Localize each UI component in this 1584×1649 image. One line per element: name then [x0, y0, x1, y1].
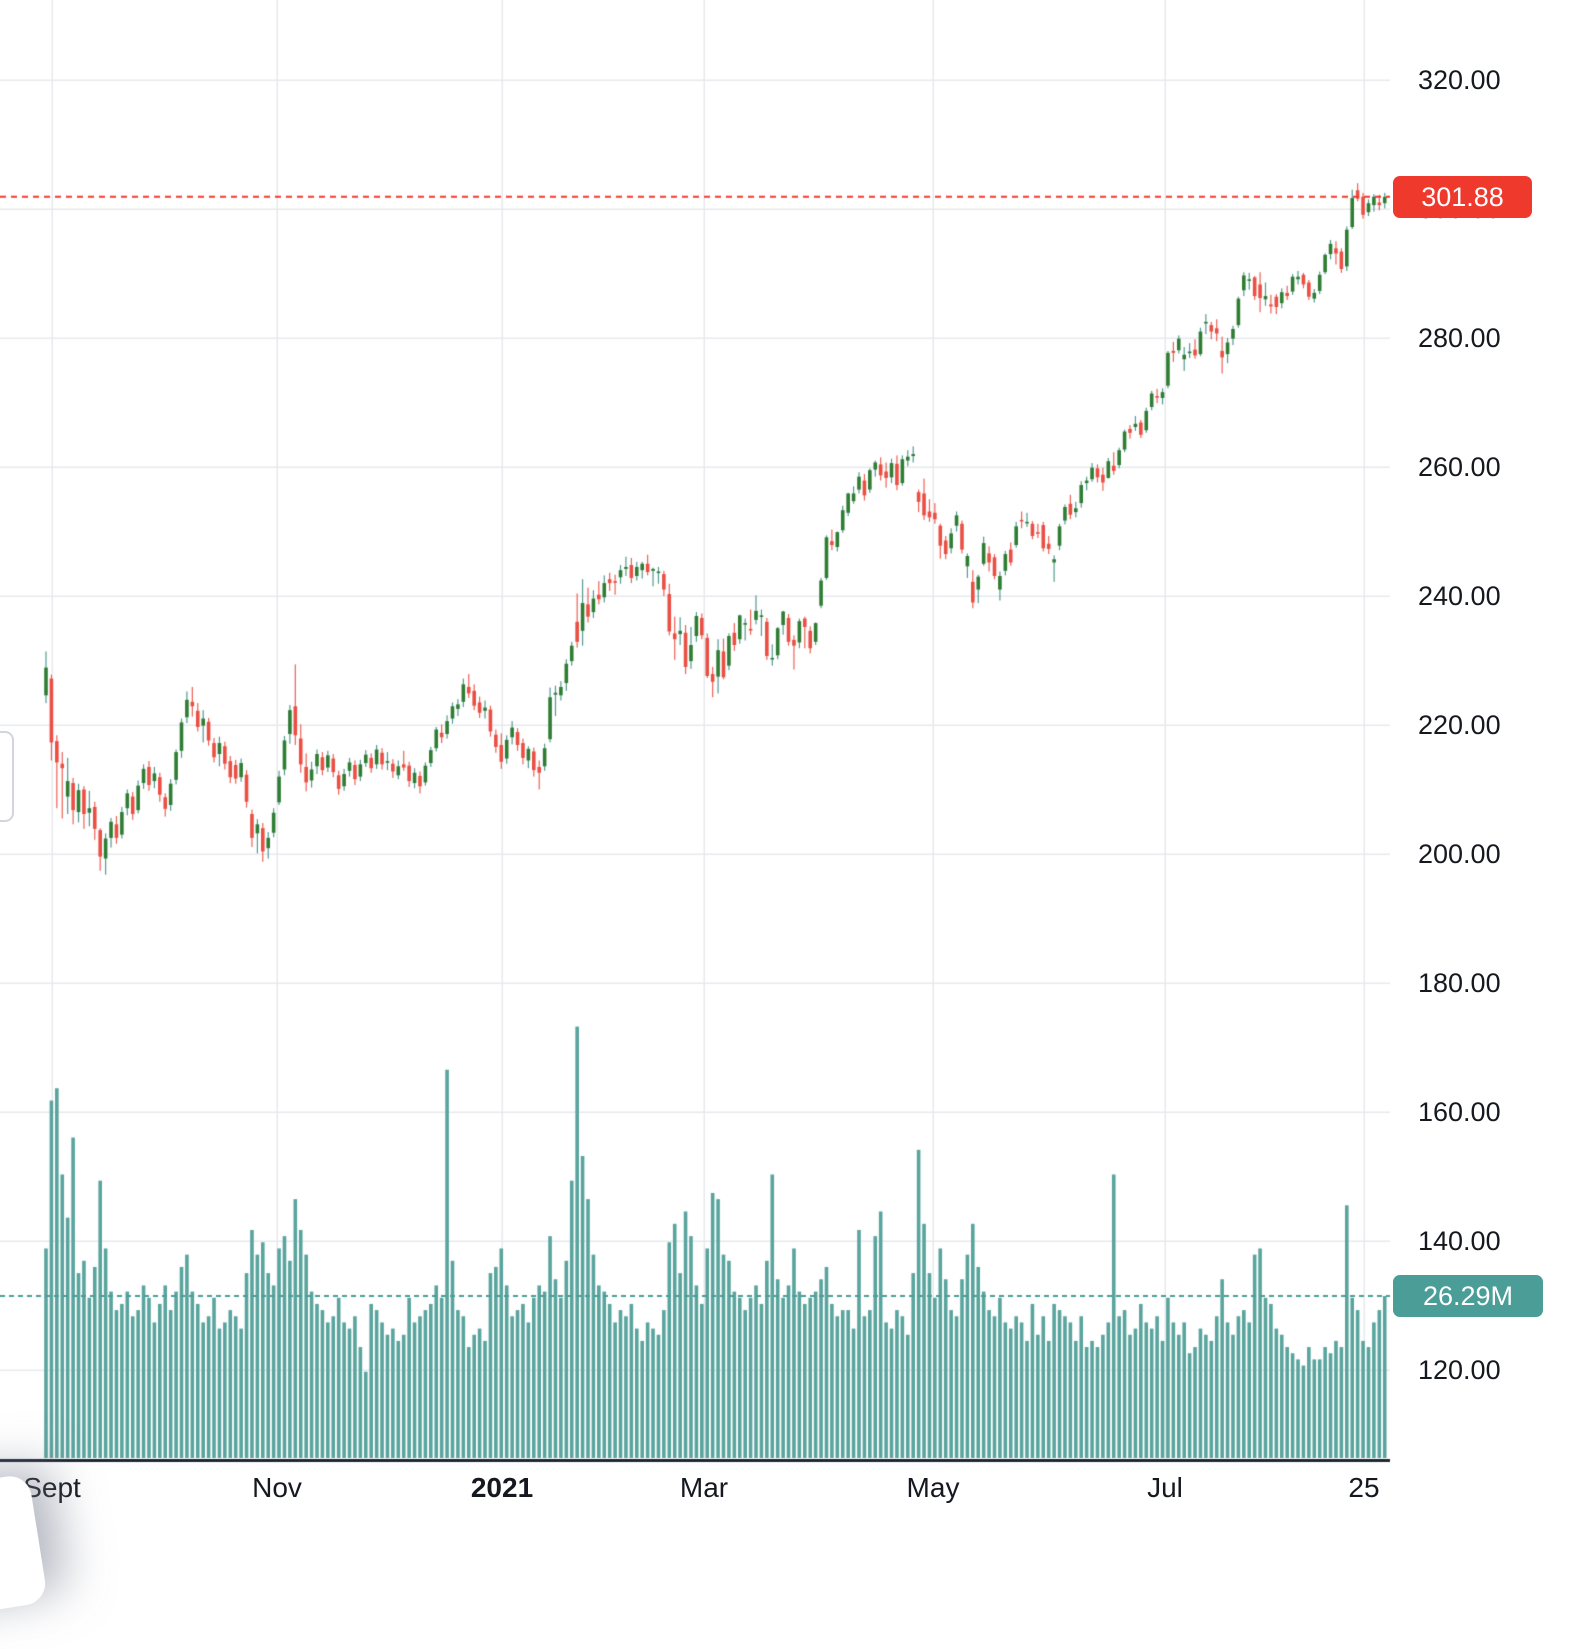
time-tick-label: May — [906, 1472, 960, 1503]
price-tick-label: 200.00 — [1418, 839, 1501, 869]
time-tick-label: 25 — [1348, 1472, 1380, 1503]
time-tick-label: Sept — [23, 1472, 81, 1503]
time-tick-label: Nov — [252, 1472, 302, 1503]
price-tick-label: 280.00 — [1418, 323, 1501, 353]
price-tick-label: 160.00 — [1418, 1097, 1501, 1127]
chart-root: 320.00300.00280.00260.00240.00220.00200.… — [0, 0, 1584, 1546]
volume-badge: 26.29M — [1393, 1274, 1543, 1317]
price-tick-label: 120.00 — [1418, 1355, 1501, 1385]
price-tick-label: 240.00 — [1418, 581, 1501, 611]
price-tick-label: 220.00 — [1418, 710, 1501, 740]
candlestick-chart-canvas[interactable] — [0, 0, 1584, 1546]
time-tick-label: 2021 — [470, 1472, 534, 1503]
time-tick-label: Jul — [1147, 1472, 1183, 1503]
price-tick-label: 140.00 — [1418, 1226, 1501, 1256]
time-tick-label: Mar — [679, 1472, 729, 1503]
last-price-badge: 301.88 — [1393, 175, 1532, 218]
price-tick-label: 260.00 — [1418, 452, 1501, 482]
chart-scroll-button[interactable] — [0, 731, 14, 822]
price-tick-label: 320.00 — [1418, 65, 1501, 95]
price-tick-label: 180.00 — [1418, 968, 1501, 998]
